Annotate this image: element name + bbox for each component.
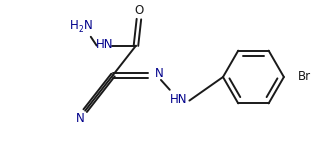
Text: O: O: [134, 4, 143, 17]
Text: 2: 2: [79, 25, 83, 34]
Text: H: H: [70, 20, 78, 33]
Text: N: N: [76, 112, 85, 125]
Text: HN: HN: [170, 93, 187, 106]
Text: HN: HN: [96, 38, 113, 51]
Text: N: N: [83, 20, 92, 33]
Text: N: N: [154, 67, 163, 80]
Text: Br: Br: [297, 70, 311, 82]
